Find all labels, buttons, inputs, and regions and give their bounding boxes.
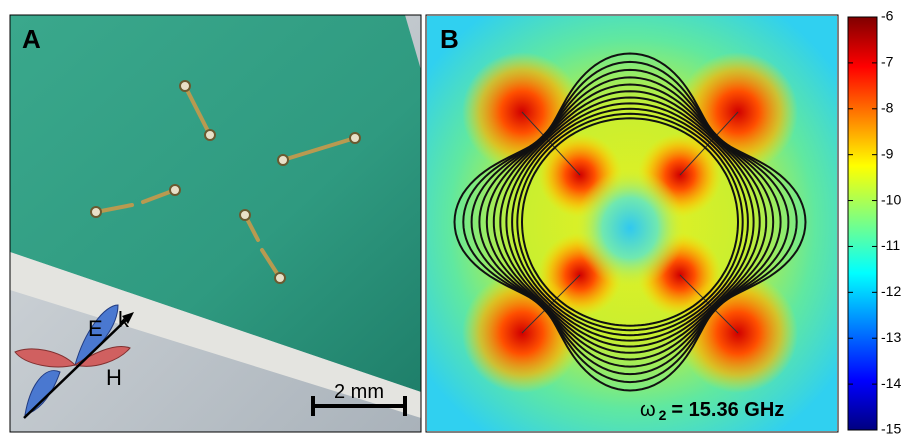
scale-bar-label: 2 mm [334, 381, 384, 403]
frequency-value: = 15.36 GHz [671, 399, 784, 421]
tick-label: -10 [881, 191, 901, 207]
tick-label: -9 [881, 145, 894, 161]
tick-label: -14 [881, 375, 901, 391]
tick-label: -6 [881, 8, 894, 24]
figure: E k H 2 mm A B ω2= 15.36 GHz -6 -7 -8 -9 -10 [0, 0, 909, 437]
panel-label: B [440, 24, 459, 54]
tick-label: -7 [881, 54, 894, 70]
colorbar-scale [848, 17, 877, 430]
tick-label: -13 [881, 329, 901, 345]
colorbar: -6 -7 -8 -9 -10 -11 -12 -13 -14 -15 [848, 8, 901, 437]
panel-a: E k H 2 mm A [10, 15, 421, 432]
k-label: k [118, 307, 130, 332]
frequency-subscript: 2 [659, 407, 667, 423]
tick-label: -15 [881, 421, 901, 437]
tick-label: -12 [881, 283, 901, 299]
frequency-symbol: ω [640, 399, 656, 421]
h-label: H [106, 365, 122, 390]
tick-label: -8 [881, 99, 894, 115]
panel-label: A [22, 24, 41, 54]
e-label: E [88, 316, 103, 341]
center-minimum [575, 168, 685, 288]
tick-label: -11 [881, 237, 900, 253]
